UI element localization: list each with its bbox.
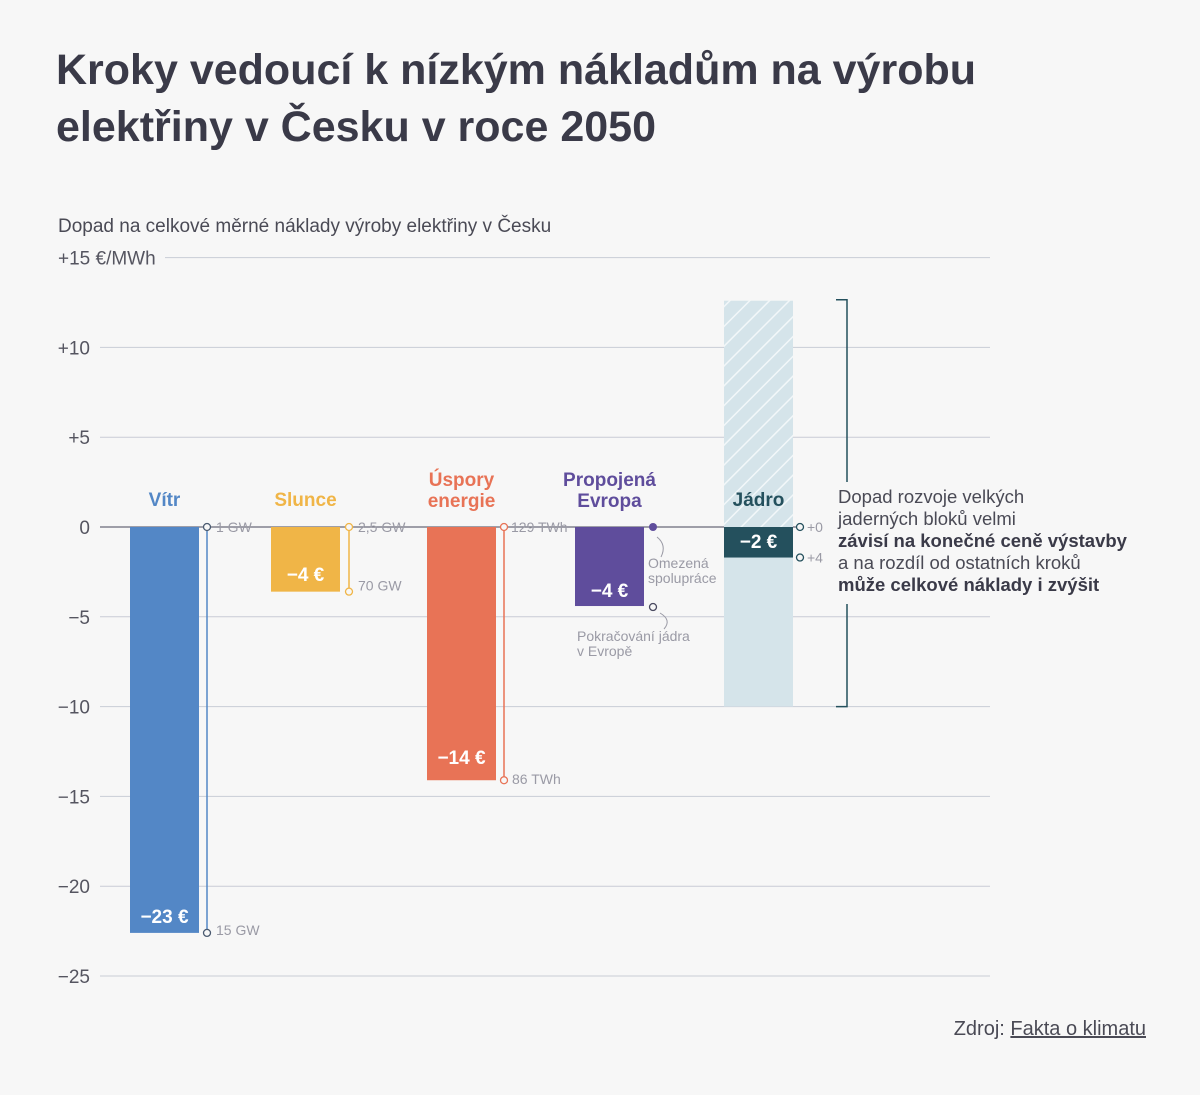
bar-3 <box>575 527 644 607</box>
y-tick-label: −25 <box>58 967 90 988</box>
jadro-bottom-label: +4 <box>807 550 823 566</box>
annotation-line-2: jaderných bloků velmi <box>838 508 1016 529</box>
y-tick-label: 0 <box>79 518 90 539</box>
value-label: −2 € <box>740 532 778 553</box>
bar-1 <box>271 527 340 592</box>
annotation-bold-1: závisí na konečné ceně výstavby <box>838 530 1127 551</box>
y-tick-label: +5 <box>68 428 90 449</box>
bracket-top <box>836 298 848 482</box>
jadro-bottom-marker <box>795 553 805 562</box>
propojena-bottom-marker <box>648 602 658 612</box>
slunce-top-marker <box>344 522 354 532</box>
propojena-bottom-label-2: v Evropě <box>577 643 632 659</box>
category-label: Úspory <box>429 469 495 491</box>
jadro-top-marker <box>795 522 805 532</box>
uspory-bottom-label: 86 TWh <box>512 771 561 787</box>
annotation-line-4: a na rozdíl od ostatních kroků <box>838 552 1081 573</box>
annotation-line-1: Dopad rozvoje velkých <box>838 486 1025 507</box>
y-tick-label: −10 <box>58 698 90 719</box>
slunce-bottom-label: 70 GW <box>358 578 402 594</box>
chart-title: Kroky vedoucí k nízkým nákladům na výrob… <box>56 46 977 151</box>
category-label: energie <box>428 491 496 512</box>
y-tick-label: −20 <box>58 877 90 898</box>
value-label: −4 € <box>287 565 325 586</box>
jadro-top-label: +0 <box>807 519 823 535</box>
vitr-bottom-label: 15 GW <box>216 922 260 938</box>
bar-0 <box>130 527 199 933</box>
propojena-top-label-1: Omezená <box>648 555 709 571</box>
propojena-top-label-2: spolupráce <box>648 570 717 586</box>
category-label: Jádro <box>733 490 785 511</box>
vitr-top-label: 1 GW <box>216 519 253 535</box>
y-tick-label: −15 <box>58 787 90 808</box>
propojena-bottom-callout <box>659 612 668 630</box>
category-label: Slunce <box>274 490 336 511</box>
category-label: Propojená <box>563 470 656 491</box>
jadro-range-positive <box>724 300 793 527</box>
bar-2 <box>427 527 496 781</box>
uspory-bottom-marker <box>499 776 509 785</box>
chart-subtitle: Dopad na celkové měrné náklady výroby el… <box>58 216 552 237</box>
category-label: Vítr <box>149 490 181 511</box>
vitr-bottom-marker <box>202 928 212 938</box>
propojena-top-marker <box>649 523 657 531</box>
annotation-bold-2: může celkové náklady i zvýšit <box>838 574 1100 595</box>
y-tick-label: +10 <box>58 338 90 359</box>
jadro-annotation: Dopad rozvoje velkých jaderných bloků ve… <box>838 486 1158 596</box>
slunce-top-label: 2,5 GW <box>358 519 406 535</box>
source-prefix: Zdroj: <box>953 1018 1011 1040</box>
propojena-top-callout <box>656 536 664 558</box>
value-label: −14 € <box>437 748 486 769</box>
slunce-bottom-marker <box>344 587 354 596</box>
y-tick-label: −5 <box>68 608 90 629</box>
uspory-top-marker <box>499 522 509 532</box>
source-credit: Zdroj: Fakta o klimatu <box>954 1018 1146 1041</box>
vitr-top-marker <box>202 522 212 532</box>
annotation-line-3: závisí na konečné ceně výstavby <box>838 530 1158 552</box>
uspory-top-label: 129 TWh <box>511 519 568 535</box>
annotation-line-5: může celkové náklady i zvýšit <box>838 574 1158 596</box>
source-link[interactable]: Fakta o klimatu <box>1010 1018 1146 1040</box>
y-tick-label: +15 €/MWh <box>58 249 156 270</box>
value-label: −4 € <box>591 581 629 602</box>
bracket-bottom <box>836 604 848 708</box>
bar-4 <box>724 527 793 558</box>
category-label: Evropa <box>577 491 642 512</box>
propojena-bottom-label-1: Pokračování jádra <box>577 628 690 644</box>
value-label: −23 € <box>140 907 189 928</box>
